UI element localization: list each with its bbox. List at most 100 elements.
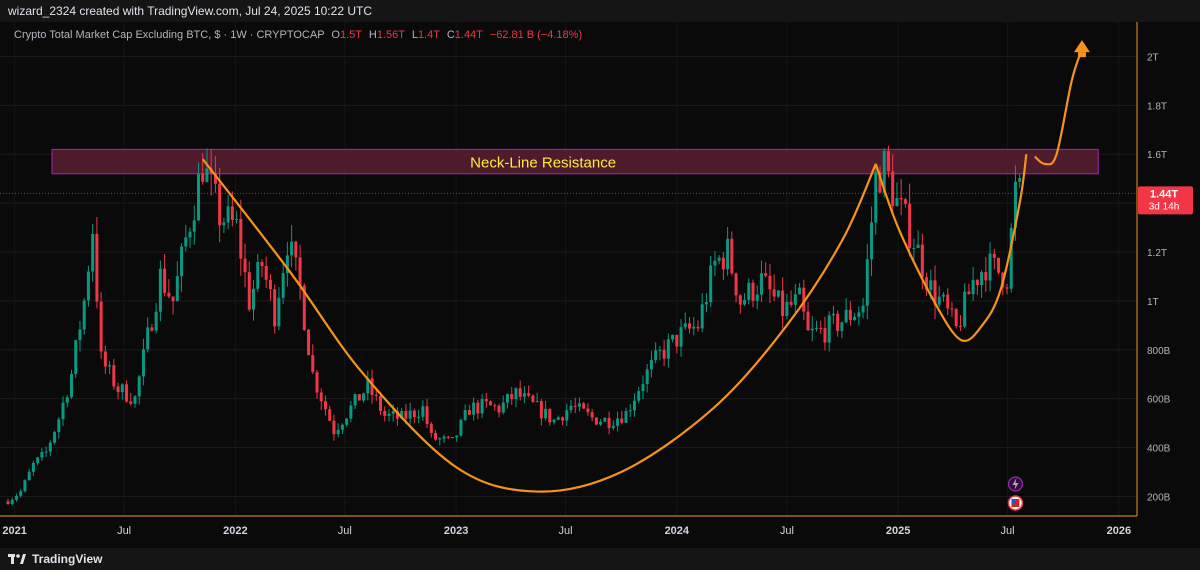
candle-body xyxy=(785,301,789,317)
candle-body xyxy=(175,276,179,302)
candle-body xyxy=(590,412,594,418)
candle-body xyxy=(632,400,636,411)
candle-body xyxy=(391,411,395,414)
candle-body xyxy=(429,423,433,433)
candle-body xyxy=(666,339,670,359)
candle-body xyxy=(645,369,649,385)
candle-body xyxy=(467,410,471,415)
candle-body xyxy=(671,334,675,340)
price-chart[interactable]: Neck-Line Resistance 200B 400B 600B 800B 1T 1… xyxy=(0,22,1200,548)
candle-body xyxy=(776,290,780,297)
y-tick-label: 1.2T xyxy=(1147,248,1167,259)
credit-text: wizard_2324 created with TradingView.com… xyxy=(8,4,372,18)
candle-body xyxy=(908,203,912,249)
candle-body xyxy=(19,491,23,496)
candle-body xyxy=(654,350,658,361)
candle-body xyxy=(874,172,878,223)
candle-body xyxy=(404,410,408,419)
candle-body xyxy=(463,410,467,420)
neckline-zone[interactable]: Neck-Line Resistance xyxy=(51,148,1099,175)
candle-body xyxy=(315,372,319,393)
event-icons[interactable] xyxy=(1007,476,1024,511)
grid xyxy=(0,22,1137,516)
candle-body xyxy=(332,420,336,435)
candle-body xyxy=(925,277,929,290)
price-axis-bg xyxy=(1137,22,1200,548)
chart-area[interactable]: Neck-Line Resistance 200B 400B 600B 800B 1T 1… xyxy=(0,22,1200,548)
x-tick-label: Jul xyxy=(559,525,573,537)
candle-body xyxy=(573,405,577,407)
candle-body xyxy=(912,247,916,249)
bottom-bar: TradingView xyxy=(0,548,1200,570)
candle-body xyxy=(539,401,543,419)
candle-body xyxy=(281,273,285,298)
candle-body xyxy=(899,197,903,200)
candle-body xyxy=(141,349,145,377)
candle-body xyxy=(853,316,857,320)
candle-body xyxy=(366,378,370,394)
close-label: C xyxy=(446,29,455,41)
candle-body xyxy=(125,384,129,402)
x-tick-label: Jul xyxy=(117,525,131,537)
candle-body xyxy=(958,326,962,328)
candle-body xyxy=(535,401,539,403)
candle-body xyxy=(205,168,209,182)
last-price-tag[interactable] xyxy=(1138,186,1193,215)
drawings[interactable] xyxy=(201,40,1090,493)
candle-body xyxy=(624,411,628,423)
candle-body xyxy=(48,442,52,452)
open-value: 1.5T xyxy=(339,29,362,41)
x-tick-label: Jul xyxy=(1001,525,1015,537)
candle-body xyxy=(82,300,86,330)
candle-body xyxy=(129,401,133,404)
change-value: −62.81 B (−4.18%) xyxy=(489,29,583,41)
candle-body xyxy=(527,393,531,396)
candle-body xyxy=(734,273,738,296)
candle-body xyxy=(273,289,277,327)
top-bar: wizard_2324 created with TradingView.com… xyxy=(0,0,1200,22)
candle-body xyxy=(941,294,945,297)
candle-body xyxy=(717,257,721,261)
price-axis[interactable]: 200B400B600B800B1T1.2T1.4T1.6T1.8T2T1.44… xyxy=(1136,22,1200,548)
candle-body xyxy=(302,285,306,330)
candle-body xyxy=(726,238,730,270)
candle-body xyxy=(616,418,620,426)
candle-body xyxy=(984,272,988,281)
neckline-zone-rect[interactable] xyxy=(51,148,1099,175)
candle-body xyxy=(235,218,239,220)
cup-curve[interactable] xyxy=(201,158,877,493)
candle-body xyxy=(628,410,632,412)
candle-body xyxy=(6,501,10,504)
candle-body xyxy=(188,231,192,238)
candle-body xyxy=(730,238,734,274)
candle-body xyxy=(133,396,137,404)
symbol-title: Crypto Total Market Cap Excluding BTC, $… xyxy=(14,29,325,41)
us-flag-canton xyxy=(1011,499,1016,503)
candle-body xyxy=(459,419,463,436)
handle-curve[interactable] xyxy=(874,154,1028,342)
x-tick-label: 2021 xyxy=(2,525,26,537)
time-axis[interactable]: 2021 Jul 2022 Jul 2023 Jul 2024 Jul 2025 Jul 2026 xyxy=(0,515,1137,537)
candle-body xyxy=(594,417,598,425)
candle-body xyxy=(44,451,48,453)
candle-body xyxy=(86,271,90,301)
candle-body xyxy=(980,272,984,285)
candle-body xyxy=(218,183,222,226)
candle-body xyxy=(137,376,141,397)
candle-body xyxy=(975,280,979,285)
projection-curve[interactable] xyxy=(1034,48,1084,166)
candle-body xyxy=(489,401,493,406)
candle-body xyxy=(112,365,116,387)
candles xyxy=(6,145,1022,506)
candle-body xyxy=(230,206,234,220)
candle-body xyxy=(556,417,560,420)
candle-body xyxy=(649,360,653,370)
tradingview-logo[interactable]: TradingView xyxy=(8,548,102,570)
candle-body xyxy=(751,282,755,301)
high-label: H xyxy=(368,29,377,41)
candle-body xyxy=(831,313,835,316)
candle-body xyxy=(450,436,454,438)
candle-body xyxy=(260,262,264,267)
candle-body xyxy=(810,328,814,331)
candle-body xyxy=(480,399,484,414)
